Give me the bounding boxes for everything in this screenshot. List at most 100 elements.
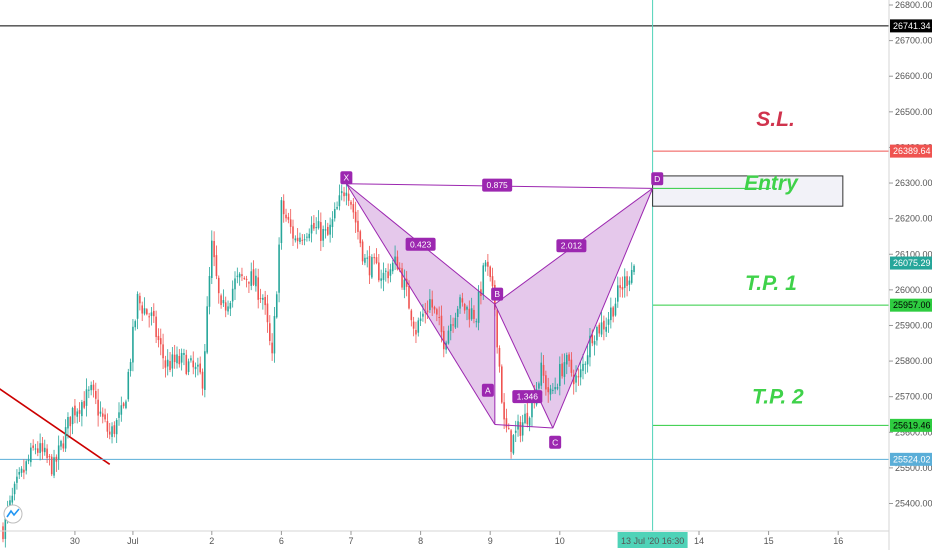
candle-body	[489, 266, 491, 277]
candle-body	[417, 320, 420, 333]
pattern-ratio-label[interactable]: 1.346	[512, 390, 543, 404]
candle-body	[438, 317, 440, 319]
price-level-label[interactable]: 25957.00	[890, 298, 932, 312]
candle-body	[275, 294, 278, 318]
candle-body	[340, 191, 343, 194]
candle-body	[322, 229, 324, 241]
pattern-point-b[interactable]: B	[491, 287, 504, 301]
candle-body	[593, 341, 596, 345]
pattern-layer[interactable]: X A B C D 0.875 0.423 1.346 2.012	[340, 171, 664, 449]
candle-body	[633, 265, 635, 272]
candle-body	[273, 316, 276, 354]
candle-body	[220, 295, 222, 306]
entry-zone-box[interactable]	[652, 175, 844, 207]
candle-body	[415, 329, 417, 335]
candle-body	[108, 431, 111, 435]
candle-body	[498, 347, 501, 367]
candle-body	[215, 255, 218, 277]
pattern-ratio-label[interactable]: 0.875	[482, 178, 513, 192]
candle-body	[187, 361, 190, 372]
candle-body	[178, 355, 181, 365]
candle-body	[88, 389, 90, 391]
candle-body	[368, 255, 371, 276]
candle-body	[378, 262, 380, 281]
candle-body	[183, 353, 185, 355]
candle-body	[591, 334, 594, 344]
pattern-ratio-label-bg	[405, 237, 436, 251]
candle-body	[164, 360, 167, 368]
pattern-ratio-label[interactable]: 2.012	[556, 239, 587, 253]
candle-body	[157, 335, 160, 341]
pattern-ratio-label-text: 0.875	[487, 180, 509, 190]
candle-body	[391, 262, 394, 272]
candle-body	[398, 267, 401, 269]
pattern-point-b-bg	[491, 287, 504, 301]
pattern-ratio-label-text: 1.346	[517, 392, 539, 402]
pattern-point-d[interactable]: D	[651, 172, 664, 186]
pattern-point-x-text: X	[344, 173, 350, 183]
candle-body	[141, 305, 143, 314]
pattern-point-x[interactable]: X	[340, 171, 353, 185]
candle-body	[528, 417, 531, 426]
candle-body	[71, 407, 74, 425]
candle-body	[466, 306, 468, 310]
price-level-label-bg	[890, 144, 932, 158]
candle-body	[192, 360, 195, 368]
candle-body	[266, 303, 269, 323]
candle-body	[143, 308, 146, 314]
pattern-ratio-label[interactable]: 0.423	[405, 237, 436, 251]
candle-body	[241, 274, 243, 277]
price-level-label[interactable]: 26075.29	[890, 256, 932, 270]
candle-body	[211, 240, 213, 278]
candle-body	[282, 200, 285, 215]
candle-body	[552, 389, 554, 391]
time-tick-label: Jul	[127, 536, 139, 546]
candle-body	[155, 316, 157, 338]
candle-body	[387, 271, 389, 279]
candle-body	[470, 308, 473, 320]
candle-body	[176, 354, 178, 364]
candle-body	[129, 362, 132, 372]
candle-body	[97, 399, 99, 416]
pattern-point-x-bg	[340, 171, 353, 185]
candle-body	[577, 376, 580, 378]
candle-body	[27, 459, 30, 462]
annotations-layer: S.L. Entry T.P. 1 T.P. 2	[744, 108, 804, 408]
trend-line[interactable]	[0, 375, 111, 465]
candle-body	[389, 269, 392, 276]
candle-body	[572, 374, 575, 385]
candle-body	[173, 354, 176, 363]
candle-body	[296, 237, 299, 242]
candle-body	[468, 308, 471, 320]
price-level-label[interactable]: 25619.46	[890, 418, 932, 432]
candle-body	[396, 256, 399, 270]
candle-body	[280, 200, 283, 244]
candle-body	[347, 193, 350, 201]
candle-body	[243, 277, 246, 279]
candle-body	[60, 440, 62, 447]
pattern-point-c-bg	[549, 435, 562, 449]
price-level-label-bg	[890, 256, 932, 270]
time-tick-label: 8	[418, 536, 423, 546]
price-tick-label: 26200.00	[895, 214, 932, 224]
candle-body	[366, 257, 369, 259]
candle-body	[194, 366, 197, 370]
price-level-label[interactable]: 25524.02	[890, 452, 932, 466]
candle-body	[538, 383, 540, 389]
price-level-label[interactable]: 26741.34	[890, 19, 932, 33]
candle-body	[13, 483, 16, 495]
candle-body	[231, 288, 234, 302]
candle-body	[269, 323, 271, 341]
price-level-label[interactable]: 26389.64	[890, 144, 932, 158]
candle-body	[626, 276, 628, 286]
candle-body	[310, 224, 313, 234]
candle-body	[4, 516, 7, 539]
pattern-point-a[interactable]: A	[481, 383, 494, 397]
crosshair-time-label-bg	[617, 532, 688, 548]
candle-body	[83, 401, 85, 408]
candle-body	[299, 237, 301, 242]
pattern-point-c[interactable]: C	[549, 435, 562, 449]
candle-body	[153, 310, 155, 317]
pattern-point-d-bg	[651, 172, 664, 186]
